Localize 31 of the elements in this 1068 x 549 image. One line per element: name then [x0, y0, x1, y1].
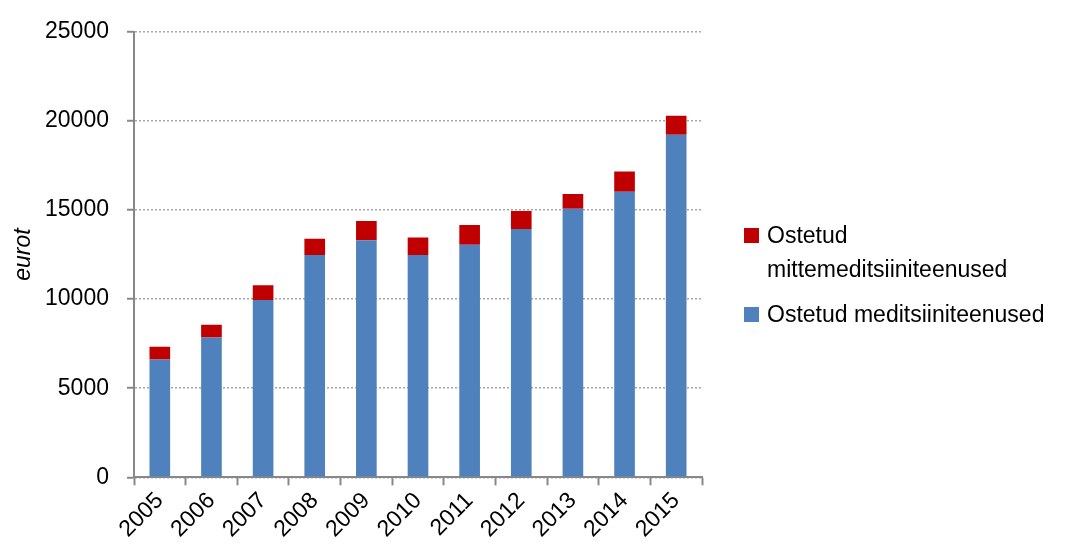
y-tick-label: 10000 — [45, 284, 109, 311]
bar — [562, 208, 584, 477]
bar — [510, 211, 532, 229]
bar — [304, 255, 326, 477]
bar — [407, 255, 429, 477]
bar — [459, 244, 480, 477]
bar — [510, 228, 532, 477]
bar — [459, 224, 480, 245]
bar — [149, 346, 171, 360]
bar — [356, 221, 377, 241]
bar — [665, 115, 687, 135]
y-axis-title: eurot — [9, 226, 36, 281]
bar — [614, 171, 635, 192]
bar — [562, 193, 584, 209]
y-tick-label: 5000 — [57, 373, 109, 400]
bar — [356, 240, 377, 477]
bar — [201, 337, 222, 477]
bar — [252, 299, 274, 477]
bar — [252, 285, 274, 300]
legend-label: Ostetud mittemeditsiiniteenused — [767, 221, 1009, 284]
y-tick-label: 25000 — [45, 17, 109, 44]
y-tick-label: 0 — [96, 462, 109, 489]
y-tick-label: 20000 — [45, 106, 109, 133]
y-tick-label: 15000 — [45, 195, 109, 222]
bar — [614, 191, 635, 477]
bar — [665, 134, 687, 477]
legend-label: Ostetud meditsiiniteenused — [767, 300, 1045, 329]
bar — [304, 238, 326, 256]
bar — [149, 359, 171, 477]
bar — [407, 237, 429, 256]
bar — [201, 324, 222, 338]
